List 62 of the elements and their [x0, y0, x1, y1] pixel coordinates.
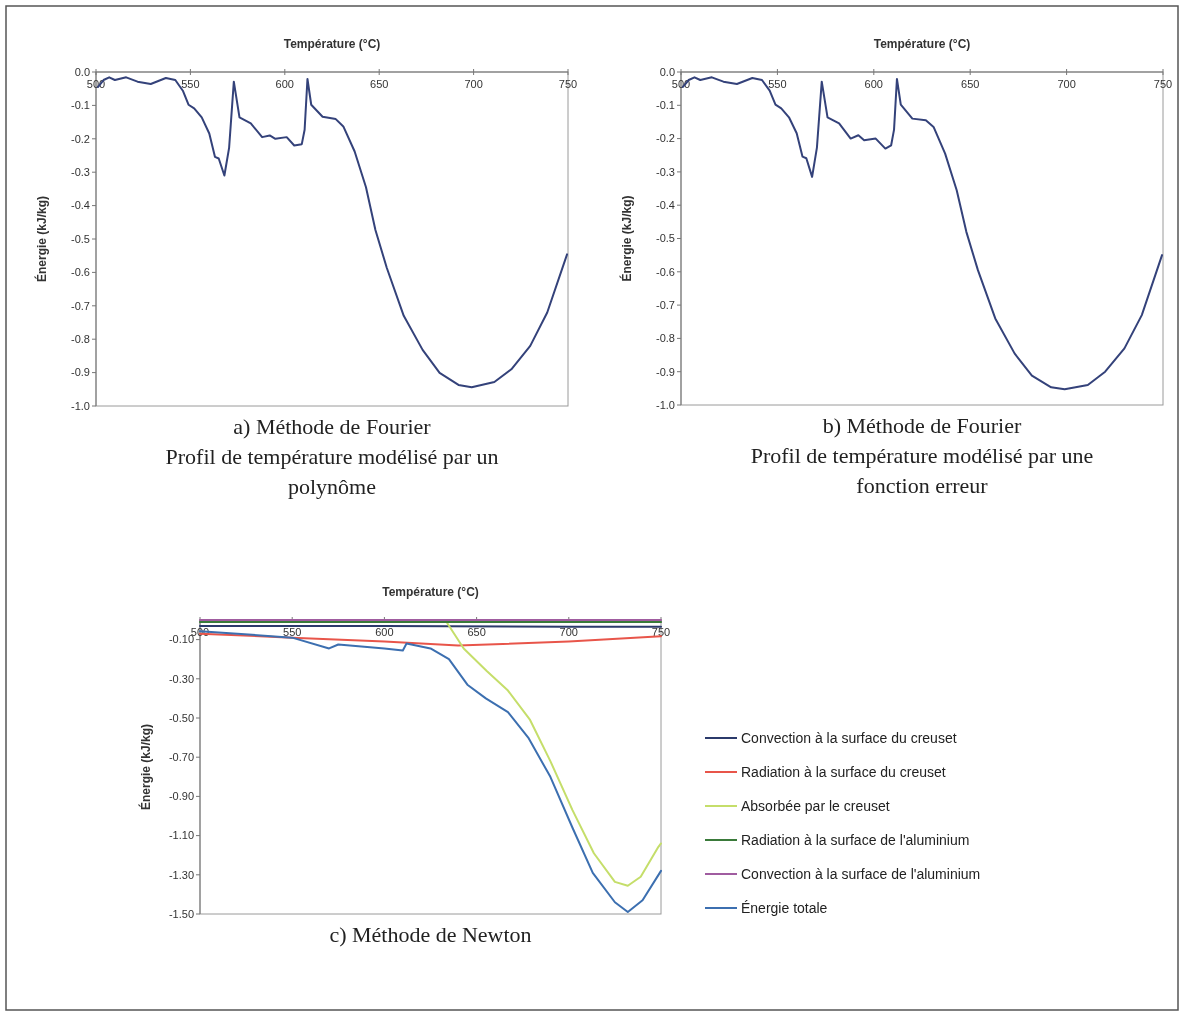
- x-tick-label: 550: [283, 626, 302, 638]
- y-tick-label: -0.50: [168, 711, 194, 724]
- x-axis-title: Température (°C): [382, 585, 479, 599]
- y-tick-label: -0.5: [656, 232, 675, 245]
- y-tick-label: -0.9: [71, 366, 90, 379]
- x-axis-title: Température (°C): [283, 37, 381, 51]
- text: Profil de température modélisé par un polynôme: [165, 444, 499, 499]
- y-tick-label: -1.0: [71, 399, 90, 412]
- y-tick-label: -0.2: [656, 132, 675, 145]
- text: Profil de température modélisé par une fonction erreur: [750, 443, 1094, 498]
- y-tick-label: -1.10: [168, 829, 194, 842]
- y-tick-label: -0.6: [656, 265, 675, 278]
- y-tick-label: -0.6: [71, 266, 90, 279]
- text: c) Méthode de Newton: [329, 922, 532, 947]
- x-tick-label: 650: [467, 626, 486, 638]
- y-tick-label: 0.0: [74, 65, 90, 78]
- legend-label: Absorbée par le creuset: [741, 797, 890, 814]
- legend-label: Radiation à la surface de l'aluminium: [741, 831, 970, 848]
- legend-label: Convection à la surface de l'aluminium: [741, 865, 981, 882]
- y-tick-label: -0.30: [168, 672, 194, 685]
- y-tick-label: -0.90: [168, 790, 194, 803]
- x-tick-label: 700: [464, 78, 483, 90]
- x-axis-title: Température (°C): [873, 37, 971, 51]
- y-tick-label: -0.8: [656, 332, 675, 345]
- y-tick-label: -0.8: [71, 333, 90, 346]
- x-tick-label: 550: [768, 78, 787, 90]
- y-tick-label: -0.10: [168, 633, 194, 646]
- y-tick-label: -0.7: [71, 299, 90, 312]
- y-tick-label: -1.50: [168, 907, 194, 920]
- y-tick-label: -0.1: [656, 99, 675, 112]
- y-tick-label: -1.0: [656, 398, 675, 411]
- legend-label: Radiation à la surface du creuset: [741, 763, 946, 780]
- y-tick-label: -0.4: [656, 199, 675, 212]
- x-tick-label: 650: [370, 78, 389, 90]
- y-tick-label: -1.30: [168, 868, 194, 881]
- text: a) Méthode de Fourier: [233, 414, 432, 439]
- legend-label: Convection à la surface du creuset: [741, 729, 957, 746]
- y-tick-label: 0.0: [659, 65, 675, 78]
- x-tick-label: 750: [1153, 78, 1173, 90]
- x-tick-label: 600: [375, 626, 394, 638]
- legend-label: Énergie totale: [741, 899, 828, 916]
- y-tick-label: -0.9: [656, 365, 675, 378]
- y-tick-label: -0.2: [71, 132, 90, 145]
- x-tick-label: 650: [961, 78, 980, 90]
- x-tick-label: 600: [275, 78, 294, 90]
- y-tick-label: -0.3: [71, 166, 90, 179]
- x-tick-label: 750: [558, 78, 578, 90]
- y-tick-label: -0.70: [168, 751, 194, 764]
- y-tick-label: -0.3: [656, 165, 675, 178]
- x-tick-label: 700: [559, 626, 578, 638]
- x-tick-label: 550: [181, 78, 200, 90]
- y-tick-label: -0.4: [71, 199, 90, 212]
- y-axis-title: Énergie (kJ/kg): [619, 195, 634, 282]
- text: b) Méthode de Fourier: [822, 413, 1022, 438]
- x-tick-label: 750: [651, 626, 671, 638]
- y-axis-title: Énergie (kJ/kg): [138, 723, 153, 811]
- x-tick-label: 700: [1057, 78, 1076, 90]
- y-axis-title: Énergie (kJ/kg): [34, 195, 49, 283]
- y-tick-label: -0.7: [656, 298, 675, 311]
- y-tick-label: -0.1: [71, 99, 90, 112]
- y-tick-label: -0.5: [71, 232, 90, 245]
- x-tick-label: 600: [864, 78, 883, 90]
